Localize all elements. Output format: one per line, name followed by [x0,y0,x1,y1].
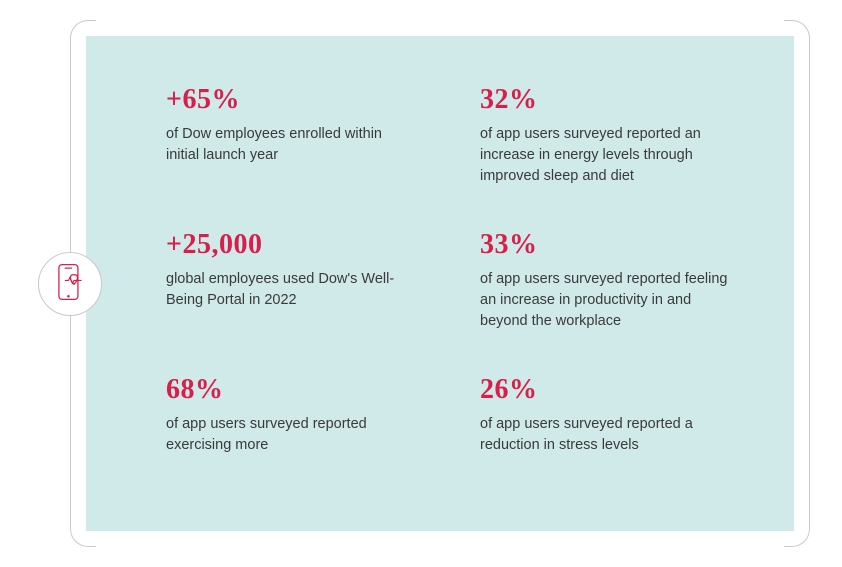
phone-heart-icon-circle [38,252,102,316]
bracket-frame: +65% of Dow employees enrolled within in… [70,20,810,547]
stat-value: 26% [480,374,754,406]
phone-heart-pulse-icon [53,263,87,306]
stat-value: 68% [166,374,440,406]
stat-description: global employees used Dow's Well-Being P… [166,269,416,311]
stat-description: of app users surveyed reported an increa… [480,124,730,187]
stat-block: +25,000 global employees used Dow's Well… [166,229,440,346]
stat-block: 33% of app users surveyed reported feeli… [480,229,754,346]
stat-value: 33% [480,229,754,261]
stat-block: +65% of Dow employees enrolled within in… [166,84,440,201]
stat-block: 32% of app users surveyed reported an in… [480,84,754,201]
stat-value: 32% [480,84,754,116]
stat-description: of app users surveyed reported feeling a… [480,269,730,332]
stat-description: of Dow employees enrolled within initial… [166,124,416,166]
stat-description: of app users surveyed reported exercisin… [166,414,416,456]
stat-value: +65% [166,84,440,116]
stat-description: of app users surveyed reported a reducti… [480,414,730,456]
stat-block: 26% of app users surveyed reported a red… [480,374,754,491]
stat-value: +25,000 [166,229,440,261]
stats-panel: +65% of Dow employees enrolled within in… [86,36,794,531]
stat-block: 68% of app users surveyed reported exerc… [166,374,440,491]
